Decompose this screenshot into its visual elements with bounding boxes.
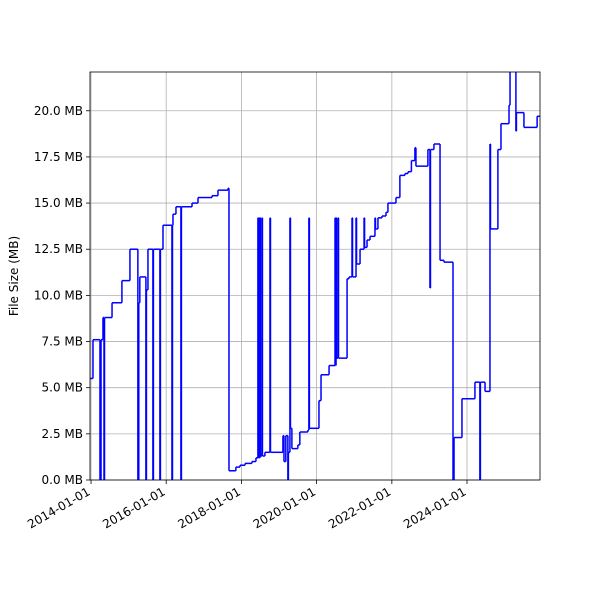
x-tick-label: 2022-01-01 [326,484,393,531]
y-tick-label: 10.0 MB [34,288,83,302]
y-tick-label: 5.0 MB [42,381,83,395]
x-tick-label: 2020-01-01 [251,484,318,531]
y-tick-label: 15.0 MB [34,196,83,210]
y-tick-label: 7.5 MB [42,335,83,349]
axes: 0.0 MB 2.5 MB 5.0 MB 7.5 MB 10.0 MB 12.5 MB 15… [25,104,468,532]
plot-frame [89,71,541,481]
y-tick-label: 20.0 MB [34,104,83,118]
x-tick-label: 2018-01-01 [176,484,243,531]
x-tick-label: 2014-01-01 [25,484,92,531]
y-axis-label: File Size (MB) [7,236,21,316]
x-tick-label: 2024-01-01 [401,484,468,531]
y-tick-label: 0.0 MB [42,473,83,487]
y-tick-label: 17.5 MB [34,150,83,164]
x-tick-label: 2016-01-01 [100,484,167,531]
series [90,72,540,480]
y-tick-label: 12.5 MB [34,242,83,256]
grid [90,72,540,481]
y-tick-label: 2.5 MB [42,427,83,441]
